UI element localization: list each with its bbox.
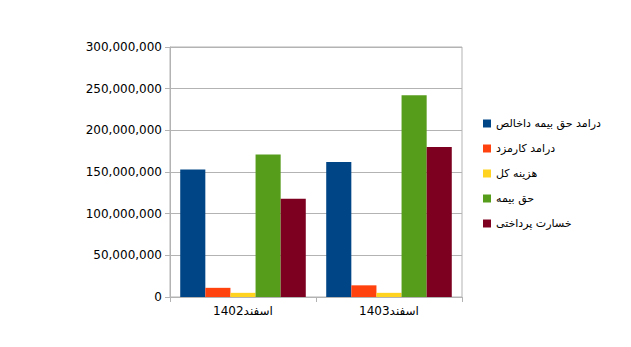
svg-text:هزینه کل: هزینه کل (496, 167, 537, 180)
svg-text:200,000,000: 200,000,000 (86, 123, 162, 137)
svg-text:100,000,000: 100,000,000 (86, 207, 162, 221)
svg-text:50,000,000: 50,000,000 (93, 248, 162, 262)
svg-text:خسارت پرداختی: خسارت پرداختی (496, 217, 572, 230)
svg-text:0: 0 (154, 290, 162, 304)
svg-text:250,000,000: 250,000,000 (86, 82, 162, 96)
svg-text:300,000,000: 300,000,000 (86, 40, 162, 54)
svg-text:1403اسفند: 1403اسفند (359, 304, 419, 318)
svg-text:درامد کارمزد: درامد کارمزد (496, 142, 555, 155)
svg-text:1402اسفند: 1402اسفند (213, 304, 273, 318)
svg-text:درامد حق بیمه داخالص: درامد حق بیمه داخالص (496, 117, 601, 131)
svg-text:حق بیمه: حق بیمه (496, 192, 534, 206)
svg-text:150,000,000: 150,000,000 (86, 165, 162, 179)
